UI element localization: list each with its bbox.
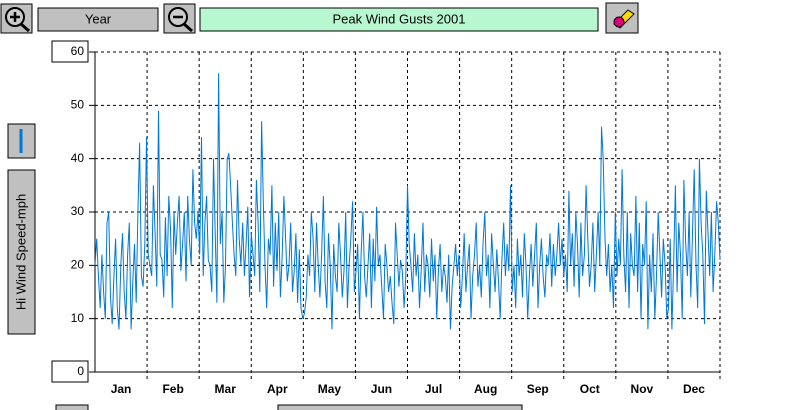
bottom-button[interactable] [55,404,89,410]
x-tick-label: Oct [580,382,600,396]
x-tick-label: Jun [371,382,392,396]
y-tick-label: 40 [71,151,85,165]
x-tick-label: May [318,382,342,396]
color-button[interactable] [605,2,639,34]
y-tick-label: 50 [71,98,85,112]
x-tick-label: Nov [631,382,654,396]
y-axis-label: Hi Wind Speed-mph [13,194,28,310]
y-tick-label: 20 [71,258,85,272]
y-label-button[interactable]: Hi Wind Speed-mph [7,169,36,335]
x-tick-label: Feb [162,382,183,396]
zoom-out-button[interactable] [163,3,196,34]
y-tick-label: 0 [77,364,84,378]
x-tick-label: Jul [425,382,442,396]
y-tick-label: 10 [71,311,85,325]
x-tick-label: Aug [474,382,497,396]
x-tick-label: Jan [111,382,132,396]
scrollbar[interactable] [277,404,523,410]
y-tick-label: 60 [71,44,85,58]
x-tick-label: Mar [215,382,237,396]
x-tick-label: Apr [267,382,288,396]
plot-area: 0 10 20 30 40 50 60 Jan Feb Mar Apr May Jun Jul Aug Sep… [71,44,721,396]
title-box [199,7,599,32]
zoom-in-button[interactable] [0,3,33,34]
chart-title: Peak Wind Gusts 2001 [333,11,466,26]
x-tick-label: Dec [683,382,705,396]
y-max-box[interactable] [51,40,89,63]
y-tick-label: 30 [71,204,85,218]
y-min-box[interactable] [51,360,89,383]
period-label: Year [85,11,112,26]
wind-line [94,73,721,330]
x-tick-label: Sep [527,382,549,396]
series-button[interactable] [7,123,36,159]
period-button[interactable]: Year [37,7,159,32]
